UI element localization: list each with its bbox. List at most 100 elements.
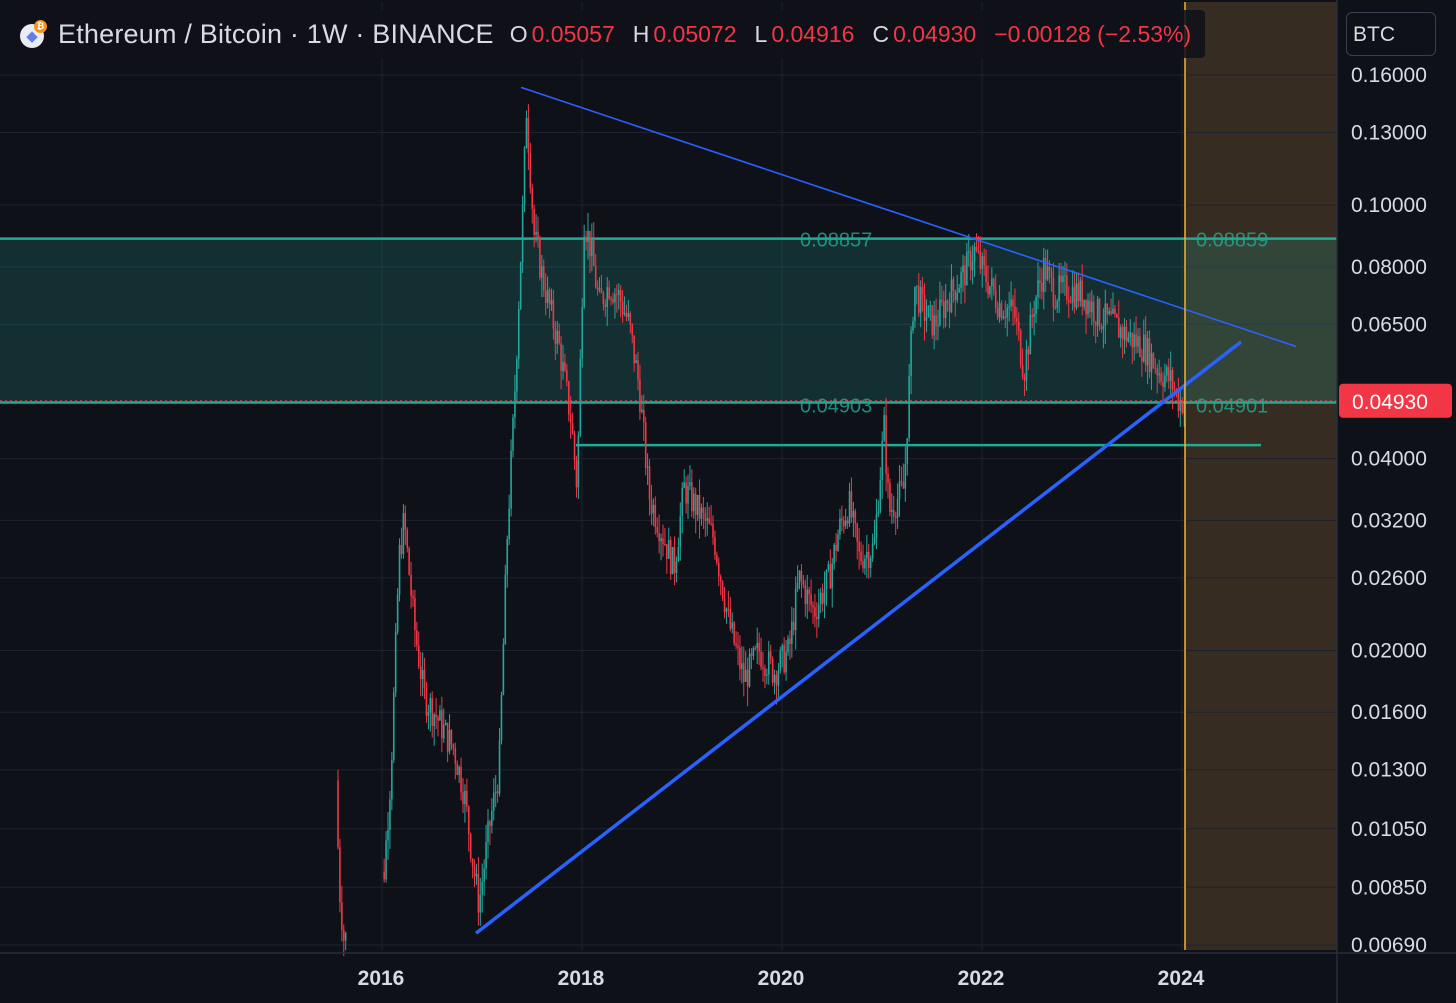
- candle-body: [387, 829, 389, 841]
- candle-body: [1081, 280, 1084, 307]
- candle-body: [467, 806, 470, 834]
- future-region: [1185, 2, 1337, 950]
- candle-body: [1154, 367, 1157, 369]
- candle-body: [1104, 303, 1107, 326]
- candle-body: [533, 208, 535, 235]
- candle-body: [539, 239, 541, 278]
- candle-body: [842, 520, 845, 527]
- candle-body: [548, 289, 551, 305]
- candle-body: [856, 523, 859, 542]
- candle-body: [710, 523, 712, 525]
- candle-body: [508, 508, 510, 540]
- ohlc-high: H 0.05072: [632, 20, 737, 47]
- candle-body: [866, 551, 868, 559]
- candle-body: [683, 482, 685, 488]
- candle-body: [839, 518, 841, 535]
- candle-body: [756, 642, 759, 649]
- candle-body: [1094, 322, 1097, 326]
- candle-body: [1052, 277, 1055, 307]
- candle-body: [850, 491, 853, 518]
- candle-body: [785, 652, 787, 673]
- candle-body: [937, 324, 939, 326]
- candle-body: [941, 299, 943, 302]
- candle-body: [427, 712, 430, 716]
- candle-body: [1139, 336, 1141, 358]
- candle-body: [1066, 275, 1068, 300]
- candle-body: [764, 668, 766, 676]
- symbol-title[interactable]: Ethereum / Bitcoin · 1W · BINANCE: [58, 18, 494, 49]
- candle-body: [602, 293, 605, 305]
- candle-body: [864, 558, 866, 569]
- candle-body: [898, 481, 901, 499]
- candle-body: [908, 375, 910, 439]
- candle-body: [389, 799, 391, 830]
- candle-body: [877, 511, 880, 515]
- candle-body: [891, 509, 893, 512]
- candle-body: [1016, 317, 1018, 322]
- price-axis: 0.16000 0.13000 0.10000 0.08000 0.06500 0.040…: [1351, 64, 1427, 957]
- candle-body: [812, 604, 814, 608]
- candle-body: [581, 307, 584, 359]
- candle-body: [594, 265, 597, 288]
- candles: [337, 104, 1185, 957]
- candle-body: [964, 265, 966, 286]
- candle-body: [662, 538, 664, 544]
- candle-body: [831, 563, 834, 589]
- price-change: −0.00128 (−2.53%): [994, 20, 1192, 47]
- candle-body: [1037, 280, 1039, 297]
- candle-body: [629, 313, 632, 325]
- candle-body: [996, 307, 999, 318]
- currency-unit-button[interactable]: BTC: [1346, 12, 1436, 56]
- candle-body: [939, 299, 941, 325]
- candle-body: [614, 294, 616, 303]
- candle-body: [887, 473, 889, 483]
- candle-body: [894, 516, 897, 518]
- candle-body: [471, 858, 474, 867]
- candle-body: [852, 511, 855, 518]
- candle-body: [1119, 327, 1122, 338]
- candle-body: [479, 894, 482, 913]
- candle-body: [342, 929, 345, 941]
- candle-body: [435, 714, 437, 718]
- candle-body: [777, 670, 780, 686]
- candle-body: [744, 669, 747, 682]
- time-tick-label: 2022: [958, 967, 1005, 990]
- candle-body: [991, 278, 993, 287]
- candle-body: [800, 570, 803, 581]
- candle-body: [554, 328, 557, 344]
- last-price-tag: [1339, 383, 1452, 418]
- candle-body: [948, 303, 951, 313]
- candle-body: [817, 604, 820, 620]
- candle-body: [610, 298, 612, 300]
- price-tick-label: 0.02000: [1351, 639, 1427, 662]
- candle-body: [650, 499, 653, 514]
- candle-body: [500, 694, 503, 741]
- candle-body: [417, 645, 420, 667]
- candle-body: [419, 666, 422, 680]
- candle-body: [546, 289, 549, 303]
- candle-body: [1042, 258, 1045, 292]
- candle-body: [579, 358, 582, 436]
- candle-body: [1029, 314, 1032, 355]
- candle-body: [523, 148, 526, 205]
- candle-body: [754, 647, 757, 649]
- candle-body: [700, 507, 703, 519]
- candle-body: [587, 230, 589, 243]
- candle-body: [927, 305, 930, 318]
- candle-body: [685, 482, 687, 504]
- candle-body: [739, 647, 741, 670]
- candle-body: [1123, 326, 1126, 340]
- candle-body: [1148, 338, 1151, 373]
- candle-body: [1177, 390, 1180, 411]
- candle-body: [729, 609, 732, 629]
- candle-body: [448, 730, 451, 752]
- candle-body: [1021, 365, 1024, 378]
- candle-body: [1160, 373, 1162, 382]
- candle-body: [844, 520, 847, 527]
- candle-body: [621, 301, 624, 315]
- candle-body: [494, 791, 497, 793]
- candle-body: [871, 543, 874, 559]
- candle-body: [921, 287, 924, 295]
- candle-body: [766, 674, 768, 676]
